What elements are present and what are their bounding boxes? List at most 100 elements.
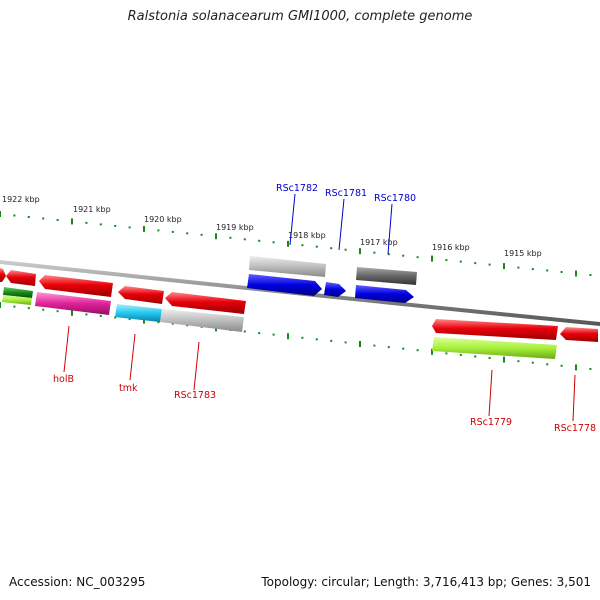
leader-rsc1782 [289,193,296,246]
outer-ring-minor-tick [344,248,347,251]
inner-ring-major-tick [431,348,433,355]
outer-ring-minor-tick [488,263,491,266]
inner-ring-major-tick [575,364,577,371]
inner-ring-minor-tick [517,360,520,363]
gene-label-tmk[interactable]: tmk [119,383,138,394]
leader-holb [63,325,70,373]
outer-ring-minor-tick [200,233,203,236]
gene-feature-red[interactable] [39,275,113,297]
outer-ring-minor-tick [157,229,160,232]
gene-feature-green[interactable] [3,287,33,298]
inner-ring-minor-tick [157,321,160,324]
inner-ring-minor-tick [243,330,246,333]
gene-label-holb[interactable]: holB [53,374,74,385]
outer-ring-minor-tick [517,266,520,269]
leader-rsc1781 [338,198,345,251]
inner-ring-minor-tick [387,346,390,349]
outer-ring-minor-tick [171,230,174,233]
gene-feature-blue[interactable] [324,282,346,297]
gene-feature-cyan[interactable] [115,304,162,322]
inner-ring-major-tick [503,356,505,363]
gene-label-rsc1778[interactable]: RSc1778 [554,423,596,434]
outer-ring-minor-tick [402,254,405,257]
outer-ring-minor-tick [387,253,390,256]
label-leader-lines [63,193,576,422]
outer-ring-minor-tick [315,245,318,248]
inner-ring-minor-tick [42,308,45,311]
kbp-label-1916: 1916 kbp [432,243,470,252]
gene-feature-blue[interactable] [355,285,414,303]
outer-ring-minor-tick [445,259,448,262]
kbp-label-1918: 1918 kbp [288,231,326,240]
inner-ring-minor-tick [560,364,563,367]
gene-feature-lime[interactable] [432,337,557,359]
inner-ring-minor-tick [531,361,534,364]
inner-ring-minor-tick [171,322,174,325]
gene-label-rsc1783[interactable]: RSc1783 [174,390,216,401]
outer-ring-minor-tick [42,217,45,220]
gene-feature-lime[interactable] [2,295,32,305]
inner-ring-minor-tick [402,347,405,350]
outer-ring-major-tick [0,211,1,217]
gene-feature-red[interactable] [118,286,164,304]
outer-ring-minor-tick [56,219,59,221]
gene-feature-light-gray[interactable] [249,256,326,277]
gene-feature-blue[interactable] [247,274,322,296]
outer-ring-major-tick [71,218,73,225]
inner-ring-minor-tick [459,353,462,356]
outer-ring-minor-tick [560,271,563,273]
gene-feature-dark-gray[interactable] [356,267,417,285]
outer-ring-minor-tick [301,244,304,247]
outer-tick-ring [0,211,592,277]
outer-ring-major-tick [359,248,361,255]
outer-ring-minor-tick [589,274,592,276]
inner-ring-minor-tick [258,332,261,335]
outer-ring-minor-tick [85,221,88,224]
outer-ring-major-tick [215,233,217,240]
outer-ring-minor-tick [128,226,131,229]
leader-rsc1783 [193,341,200,391]
inner-ring-minor-tick [315,338,318,341]
kbp-label-1919: 1919 kbp [216,223,254,232]
outer-ring-minor-tick [258,239,261,242]
gene-label-rsc1779[interactable]: RSc1779 [470,417,512,428]
gene-feature-magenta[interactable] [35,292,111,315]
inner-ring-minor-tick [330,339,333,342]
outer-ring-minor-tick [459,260,462,263]
gene-feature-red[interactable] [560,327,598,342]
inner-ring-major-tick [287,333,289,340]
inner-ring-minor-tick [416,349,419,352]
genome-summary-text: Topology: circular; Length: 3,716,413 bp… [261,575,591,589]
outer-ring-minor-tick [474,262,477,265]
inner-ring-major-tick [143,317,145,324]
gene-feature-red[interactable] [6,270,36,286]
inner-ring-minor-tick [474,355,477,358]
outer-ring-minor-tick [546,269,549,272]
inner-ring-major-tick [0,302,1,308]
gene-label-rsc1780[interactable]: RSc1780 [374,193,416,204]
inner-ring-minor-tick [301,336,304,339]
inner-ring-minor-tick [99,314,102,317]
gene-feature-light-gray[interactable] [160,309,244,332]
outer-ring-major-tick [287,240,289,247]
outer-ring-minor-tick [373,251,376,254]
inner-ring-minor-tick [27,307,30,310]
outer-ring-minor-tick [416,256,419,259]
inner-ring-minor-tick [488,357,491,359]
outer-ring-minor-tick [272,241,275,244]
gene-label-rsc1782[interactable]: RSc1782 [276,183,318,194]
outer-ring-minor-tick [330,247,333,250]
inner-ring-minor-tick [128,318,131,320]
gene-feature-red[interactable] [432,319,558,340]
gene-label-rsc1781[interactable]: RSc1781 [325,188,367,199]
gene-feature-red[interactable] [165,292,246,314]
gene-feature-red[interactable] [0,268,6,282]
inner-ring-minor-tick [272,333,275,336]
outer-ring-minor-tick [243,238,246,241]
outer-ring-minor-tick [114,224,117,227]
inner-ring-minor-tick [13,305,16,308]
outer-ring-major-tick [575,270,577,277]
inner-ring-minor-tick [373,344,376,347]
leader-rsc1780 [387,203,393,255]
